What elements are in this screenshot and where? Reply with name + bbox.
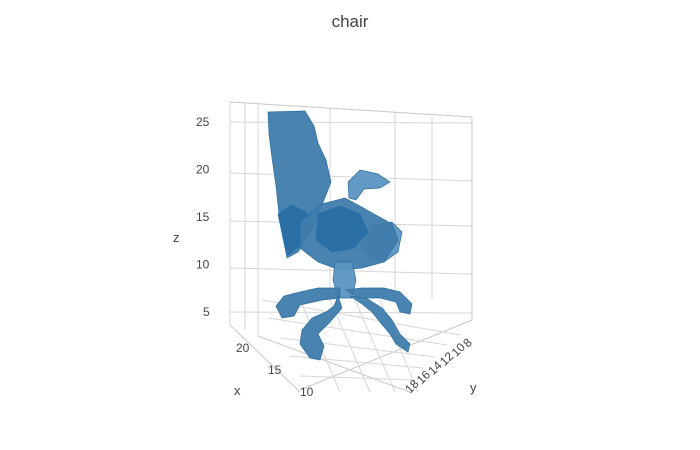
chair-armrest[interactable] (347, 169, 391, 201)
grid-line (229, 172, 473, 182)
grid-line (354, 299, 396, 393)
chair-mesh[interactable] (267, 110, 413, 361)
axis-frame-line (257, 335, 411, 393)
chair-leg[interactable] (275, 287, 341, 319)
tick-label: 15 (196, 210, 210, 224)
grid-line (267, 317, 448, 346)
z-axis: 5 10 15 20 25 (196, 115, 210, 319)
tick-label: 15 (268, 363, 282, 377)
z-axis-title: z (173, 230, 180, 245)
grid-line (329, 299, 371, 393)
x-axis-title: x (234, 383, 241, 398)
y-axis-title: y (470, 380, 477, 395)
grid-line (299, 375, 413, 381)
chair-leg[interactable] (345, 287, 413, 315)
tick-label: 5 (203, 305, 210, 319)
axis-frame-line (229, 101, 473, 118)
tick-label: 20 (196, 163, 210, 177)
axis-frame-line (229, 324, 301, 393)
tick-label: 25 (196, 115, 210, 129)
grid-line (229, 311, 473, 314)
x-axis: 10 15 20 (236, 341, 314, 399)
chair-seat-shade (315, 205, 369, 253)
tick-label: 10 (196, 258, 210, 272)
chart-title: chair (331, 12, 369, 31)
tick-label: 10 (300, 385, 314, 399)
chair-leg[interactable] (299, 294, 343, 361)
chair-leg[interactable] (349, 295, 411, 353)
grid-line (229, 121, 473, 124)
tick-label: 20 (236, 341, 250, 355)
